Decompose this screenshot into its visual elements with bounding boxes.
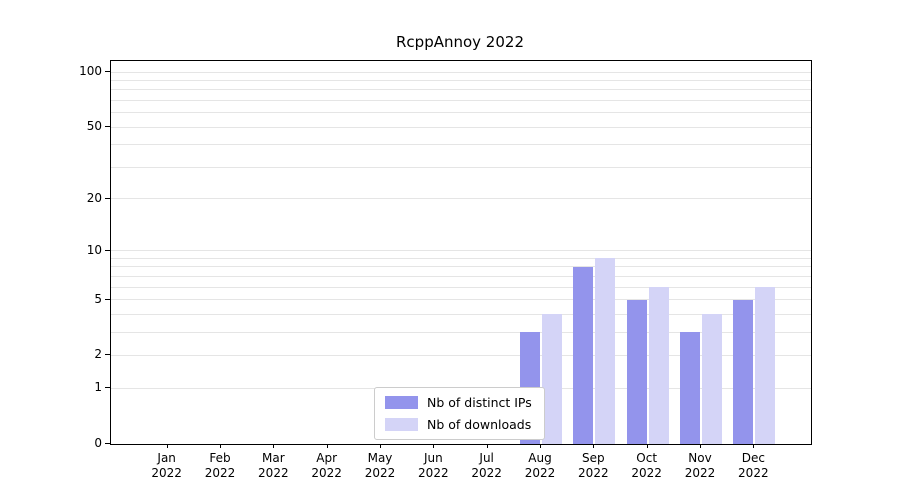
x-tick-label: Dec 2022 <box>738 451 769 480</box>
legend-swatch-distinct-ips <box>385 396 418 409</box>
y-tick-mark <box>105 249 110 251</box>
gridline <box>111 71 811 73</box>
bar-distinct-ips <box>733 299 754 444</box>
y-tick-label: 100 <box>79 64 102 79</box>
x-tick-label: Oct 2022 <box>631 451 662 480</box>
bar-distinct-ips <box>680 332 700 444</box>
x-tick-mark <box>646 444 648 448</box>
gridline <box>111 166 811 168</box>
x-tick-label: Jun 2022 <box>418 451 449 480</box>
y-tick-label: 5 <box>94 291 102 306</box>
gridline <box>111 354 811 356</box>
gridline <box>111 112 811 114</box>
y-tick-label: 20 <box>86 190 102 205</box>
y-tick-mark <box>105 126 110 128</box>
bar-distinct-ips <box>573 266 594 444</box>
bar-downloads <box>595 258 616 444</box>
gridline <box>111 126 811 128</box>
legend-item-distinct-ips: Nb of distinct IPs <box>385 395 532 410</box>
x-tick-label: May 2022 <box>364 451 396 480</box>
x-tick-label: Feb 2022 <box>204 451 236 480</box>
x-tick-label: Mar 2022 <box>258 451 289 480</box>
y-tick-mark <box>105 298 110 300</box>
gridline <box>111 144 811 146</box>
gridline <box>111 331 811 333</box>
x-tick-mark <box>486 444 488 448</box>
bar-downloads <box>755 287 776 444</box>
y-tick-label: 10 <box>86 242 102 257</box>
gridline <box>111 250 811 252</box>
gridline <box>111 266 811 268</box>
gridline <box>111 313 811 315</box>
x-tick-label: Jul 2022 <box>471 451 502 480</box>
x-tick-mark <box>166 444 168 448</box>
gridline <box>111 257 811 259</box>
gridline <box>111 89 811 91</box>
gridline <box>111 299 811 301</box>
x-tick-label: Nov 2022 <box>684 451 716 480</box>
legend-label-distinct-ips: Nb of distinct IPs <box>427 395 532 410</box>
gridline <box>111 80 811 82</box>
y-tick-label: 0 <box>94 436 102 450</box>
x-tick-mark <box>753 444 755 448</box>
chart-title: RcppAnnoy 2022 <box>396 33 524 51</box>
y-tick-mark <box>105 197 110 199</box>
x-tick-label: Sep 2022 <box>578 451 609 480</box>
gridline <box>111 198 811 200</box>
bar-distinct-ips <box>626 299 647 444</box>
legend: Nb of distinct IPs Nb of downloads <box>374 387 545 440</box>
plot-area: Nb of distinct IPs Nb of downloads <box>110 60 812 445</box>
bar-downloads <box>702 314 722 444</box>
y-tick-label: 2 <box>94 347 102 362</box>
bar-downloads <box>542 314 562 444</box>
legend-label-downloads: Nb of downloads <box>427 417 532 432</box>
x-tick-mark <box>273 444 275 448</box>
x-tick-mark <box>593 444 595 448</box>
gridline <box>111 286 811 288</box>
x-tick-label: Jan 2022 <box>151 451 182 480</box>
gridline <box>111 100 811 102</box>
y-tick-mark <box>105 443 110 444</box>
x-tick-label: Apr 2022 <box>311 451 342 480</box>
x-tick-mark <box>326 444 328 448</box>
x-tick-label: Aug 2022 <box>524 451 556 480</box>
x-tick-mark <box>540 444 541 448</box>
x-tick-mark <box>220 444 221 448</box>
y-tick-mark <box>105 387 110 389</box>
x-tick-mark <box>700 444 701 448</box>
legend-swatch-downloads <box>385 418 418 431</box>
y-tick-label: 1 <box>94 380 102 395</box>
y-tick-label: 50 <box>86 119 102 134</box>
y-tick-mark <box>105 71 110 73</box>
legend-item-downloads: Nb of downloads <box>385 417 532 432</box>
bar-downloads <box>648 287 669 444</box>
x-tick-mark <box>380 444 381 448</box>
gridline <box>111 275 811 277</box>
x-tick-mark <box>433 444 435 448</box>
y-tick-mark <box>105 354 110 356</box>
